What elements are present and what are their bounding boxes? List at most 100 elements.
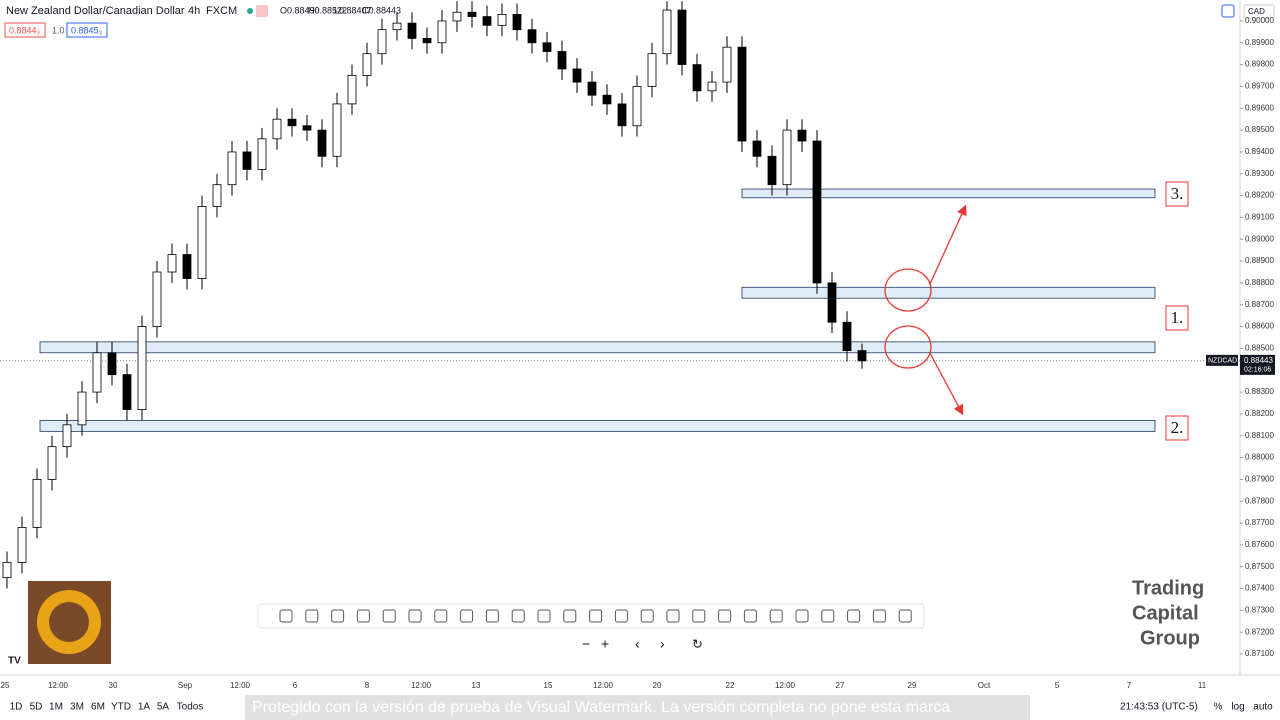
status-icon [256, 5, 268, 17]
y-tick-label: 0.87900 [1245, 475, 1274, 484]
scale-option[interactable]: log [1231, 702, 1244, 713]
candle-body [347, 75, 357, 105]
tool-icon[interactable] [795, 609, 809, 623]
candle-body [122, 374, 132, 410]
range-button[interactable]: Todos [177, 702, 204, 713]
candle-body [332, 103, 342, 157]
tool-icon[interactable] [821, 609, 835, 623]
tool-icon[interactable] [614, 609, 628, 623]
tool-icon[interactable] [511, 609, 525, 623]
range-button[interactable]: 1M [49, 702, 63, 713]
currency-box[interactable] [1243, 4, 1275, 19]
tool-icon[interactable] [305, 609, 319, 623]
scroll-right[interactable]: › [660, 636, 665, 652]
candle-body [542, 42, 552, 52]
range-button[interactable]: 6M [91, 702, 105, 713]
zone [741, 286, 1156, 299]
tool-icon[interactable] [279, 609, 293, 623]
scenario-arrow [929, 352, 964, 416]
reset[interactable]: ↻ [692, 636, 703, 651]
scale-option[interactable]: % [1214, 702, 1223, 713]
candle-body [812, 140, 822, 284]
zoom-in[interactable]: + [601, 636, 609, 652]
zone-label-box [1165, 181, 1189, 207]
tool-icon[interactable] [718, 609, 732, 623]
tool-icon[interactable] [743, 609, 757, 623]
zone-label: 1. [1171, 308, 1184, 327]
x-tick-label: 22 [726, 681, 735, 690]
tool-icon[interactable] [331, 609, 345, 623]
tool-icon[interactable] [408, 609, 422, 623]
tool-icon[interactable] [666, 609, 680, 623]
logo-eagle-inner [49, 602, 89, 642]
x-tick-label: 12:00 [593, 681, 614, 690]
y-tick-label: 0.89000 [1245, 234, 1274, 243]
tool-icon[interactable] [537, 609, 551, 623]
candle-body [692, 64, 702, 92]
range-button[interactable]: 5D [30, 702, 43, 713]
candle-body [467, 11, 477, 17]
y-tick-label: 0.89500 [1245, 125, 1274, 134]
tool-icon[interactable] [563, 609, 577, 623]
tool-icon[interactable] [382, 609, 396, 623]
bid-box[interactable] [4, 22, 46, 38]
x-tick-label: 8 [365, 681, 370, 690]
x-tick-label: 15 [544, 681, 553, 690]
candle-body [842, 321, 852, 351]
candle-body [767, 155, 777, 186]
x-tick-label: 12:00 [775, 681, 796, 690]
scroll-left[interactable]: ‹ [635, 636, 640, 652]
scale-option[interactable]: auto [1253, 702, 1273, 713]
zone [39, 420, 1156, 432]
price-tag-countdown: 02:16:06 [1244, 367, 1271, 374]
tool-icon[interactable] [898, 609, 912, 623]
tool-icon[interactable] [640, 609, 654, 623]
scenario-arrow [929, 204, 967, 285]
range-button[interactable]: YTD [111, 702, 131, 713]
currency: CAD [1248, 7, 1265, 16]
range-button[interactable]: 3M [70, 702, 84, 713]
candle-body [167, 254, 177, 273]
candle-body [647, 53, 657, 87]
candle-body [2, 561, 12, 579]
tool-icon[interactable] [847, 609, 861, 623]
candle-body [287, 118, 297, 127]
candle-body [722, 46, 732, 83]
tool-icon[interactable] [589, 609, 603, 623]
zoom-out[interactable]: − [582, 636, 590, 652]
candle-body [302, 125, 312, 131]
range-button[interactable]: 1A [138, 702, 151, 713]
zone-label-box [1165, 305, 1189, 331]
y-tick-label: 0.87400 [1245, 584, 1274, 593]
candle-body [197, 206, 207, 279]
ask: 0.8845₃ [71, 25, 103, 35]
zone [741, 188, 1156, 199]
candle-body [497, 14, 507, 26]
zone-label: 2. [1171, 418, 1184, 437]
tool-icon[interactable] [460, 609, 474, 623]
tool-icon[interactable] [872, 609, 886, 623]
tool-icon[interactable] [769, 609, 783, 623]
x-tick-label: Sep [178, 681, 193, 690]
ask-box[interactable] [66, 22, 108, 38]
tv-logo: TV [8, 656, 21, 667]
tool-icon[interactable] [485, 609, 499, 623]
candle-body [437, 20, 447, 44]
tool-icon[interactable] [692, 609, 706, 623]
y-tick-label: 0.89900 [1245, 38, 1274, 47]
x-tick-label: 11 [1198, 681, 1207, 690]
range-button[interactable]: 5A [157, 702, 170, 713]
candle-body [662, 9, 672, 55]
range-button[interactable]: 1D [10, 702, 23, 713]
tool-icon[interactable] [434, 609, 448, 623]
status-dot [247, 8, 253, 14]
candle-body [452, 11, 462, 22]
candle-body [857, 350, 867, 362]
tool-icon[interactable] [356, 609, 370, 623]
x-tick-label: 7 [1127, 681, 1132, 690]
scenario-circle [884, 268, 932, 312]
settings-icon[interactable] [1221, 4, 1235, 18]
y-tick-label: 0.88500 [1245, 344, 1274, 353]
x-tick-label: 6 [293, 681, 298, 690]
